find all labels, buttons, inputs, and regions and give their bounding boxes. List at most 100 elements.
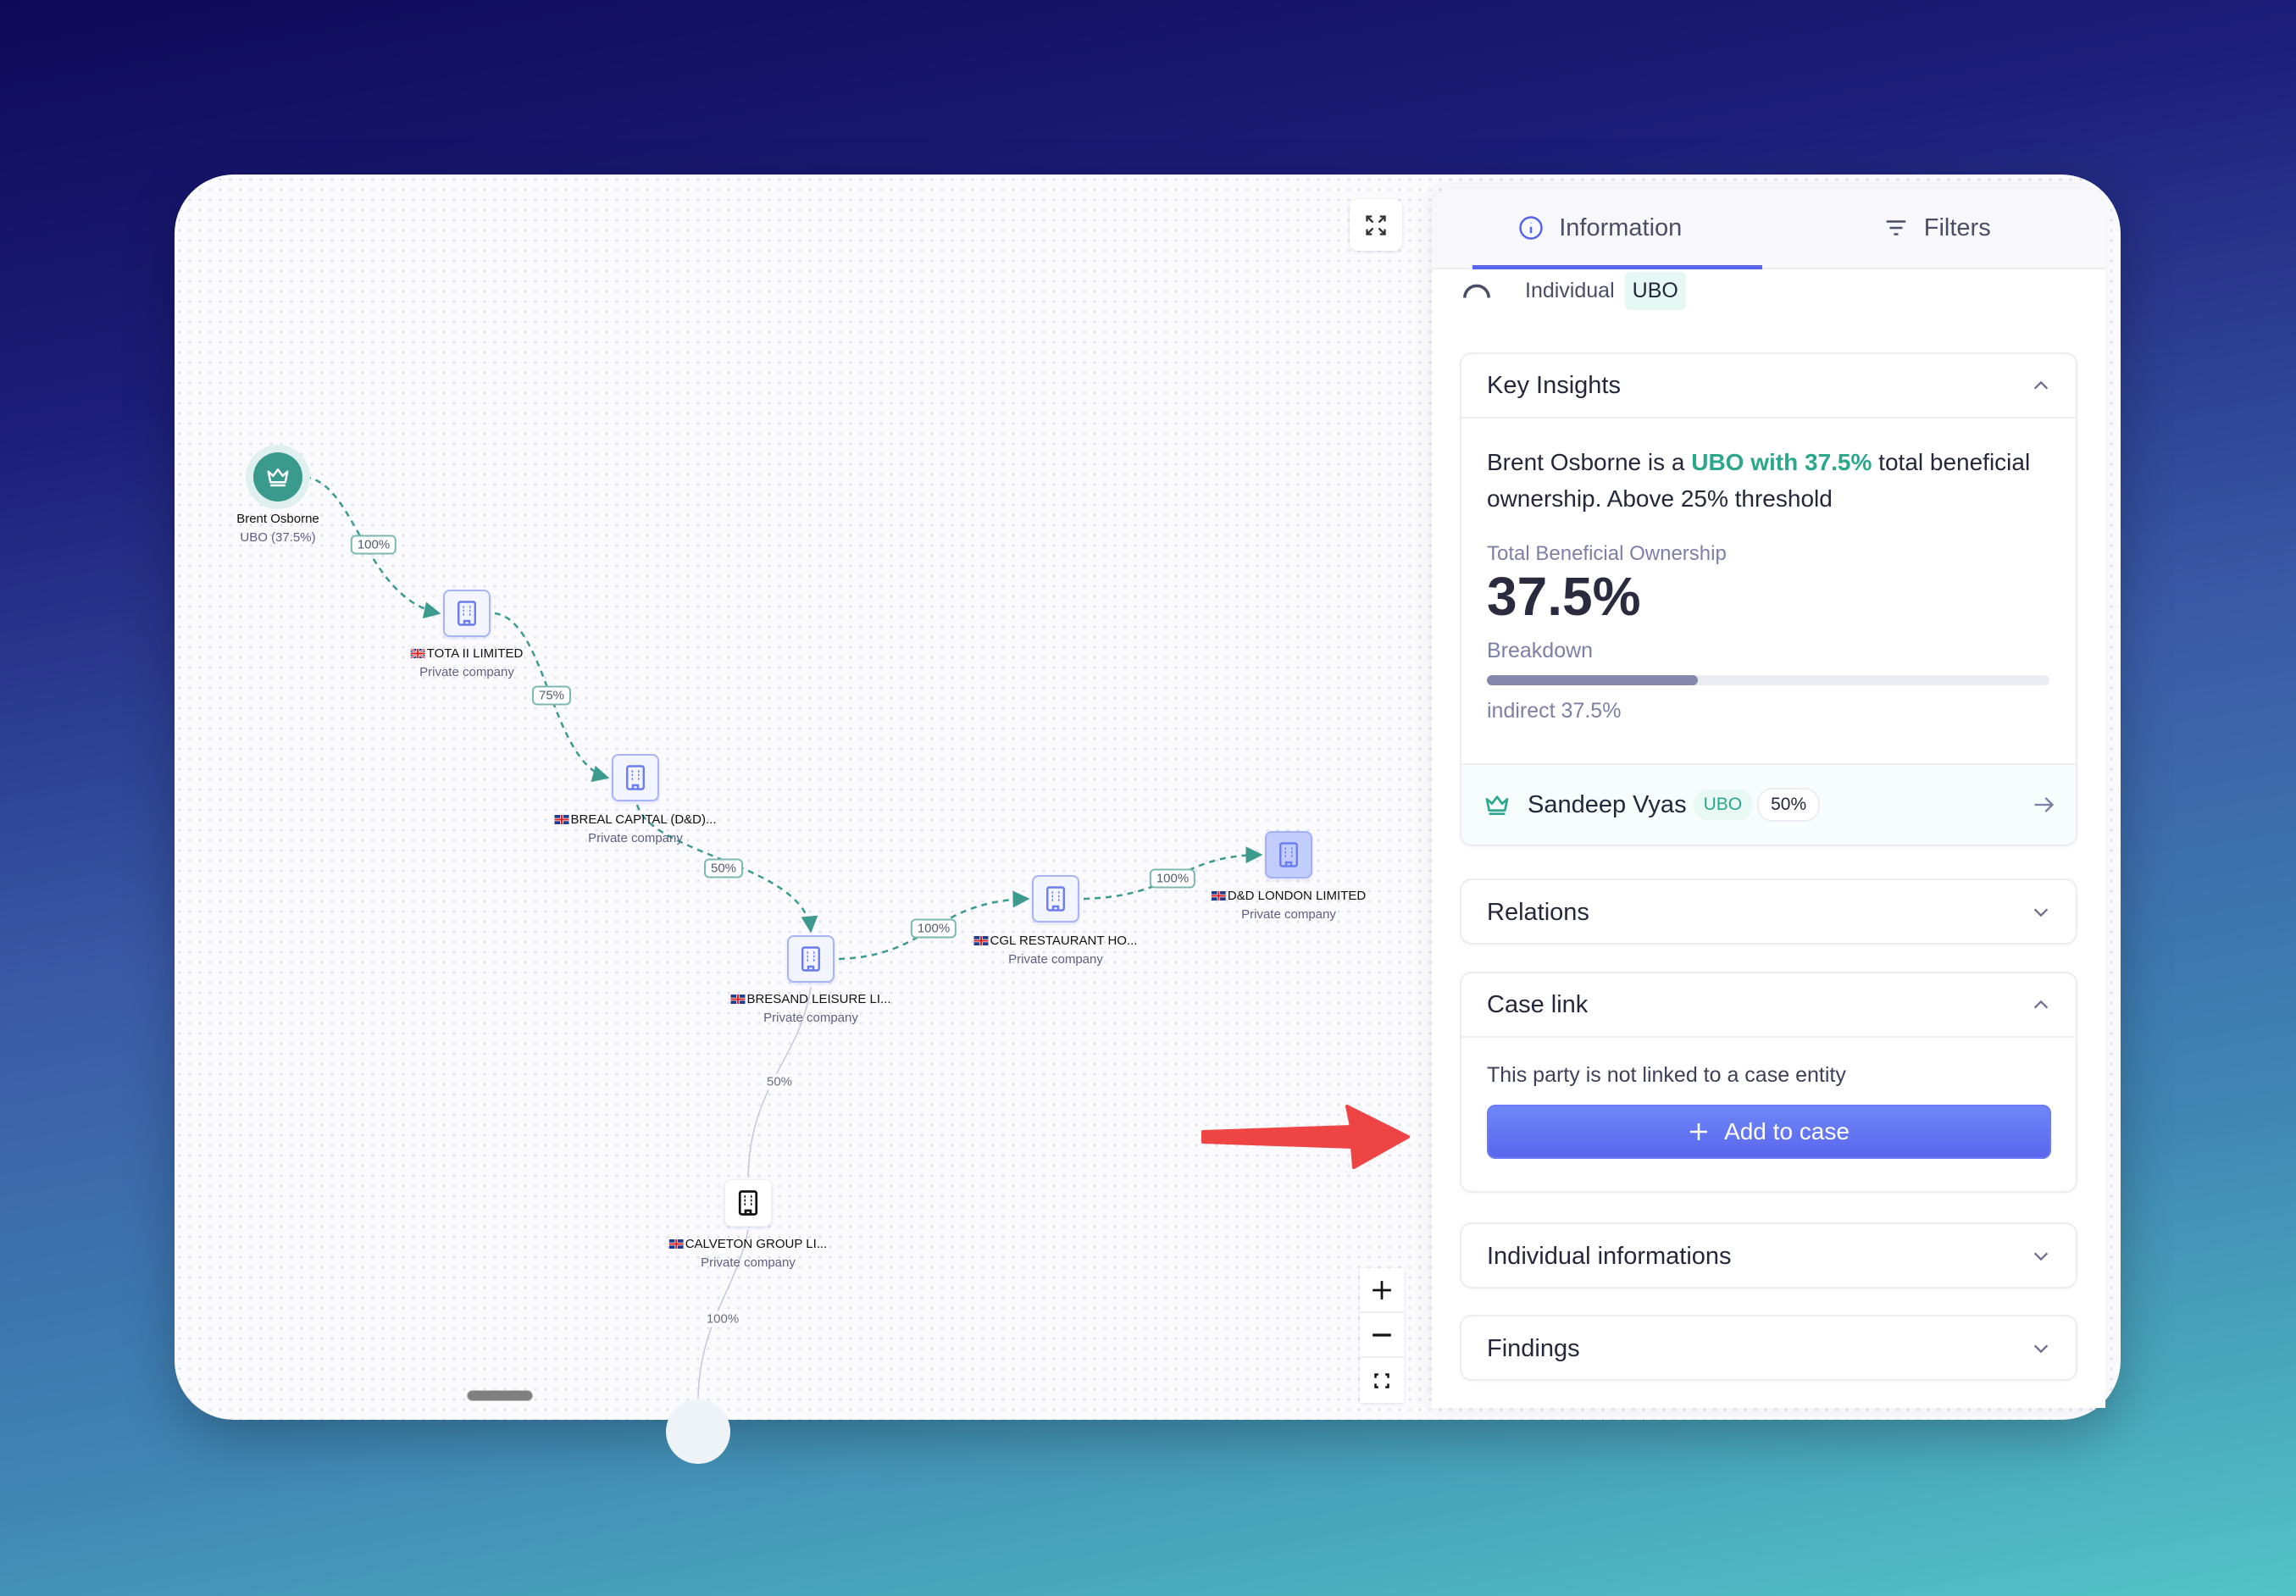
ubo-badge: UBO	[1624, 271, 1686, 310]
filter-icon	[1886, 220, 1906, 236]
edge-label: 75%	[531, 685, 572, 706]
relations-section[interactable]: Relations	[1460, 878, 2077, 945]
related-percent-badge: 50%	[1757, 788, 1821, 822]
building-icon	[738, 1190, 758, 1216]
node-calveton[interactable]	[724, 1179, 772, 1227]
node-cgl[interactable]	[1032, 875, 1079, 923]
zoom-controls	[1360, 1268, 1404, 1403]
section-title: Findings	[1487, 1334, 1580, 1362]
edge-label: 100%	[350, 535, 397, 555]
node-subtitle: Private company	[1241, 907, 1336, 922]
node-name: BREAL CAPITAL (D&D)...	[570, 812, 717, 827]
individual-informations-section[interactable]: Individual informations	[1460, 1222, 2077, 1288]
insight-text-part: total beneficial ownership. Above 25% th…	[1487, 449, 2031, 512]
node-subtitle: Private company	[701, 1255, 796, 1270]
tab-filters[interactable]: Filters	[1769, 188, 2106, 268]
fit-view-icon	[1374, 1372, 1389, 1388]
crown-icon	[1485, 795, 1509, 815]
chevron-down-icon	[2033, 908, 2049, 917]
node-name: D&D LONDON LIMITED	[1227, 889, 1367, 903]
horizontal-scrollbar[interactable]	[467, 1390, 533, 1401]
add-to-case-button[interactable]: Add to case	[1487, 1105, 2051, 1159]
building-icon	[1046, 886, 1065, 912]
arrow-right-icon[interactable]	[2032, 793, 2055, 817]
node-name: Brent Osborne	[236, 512, 319, 526]
node-name: BRESAND LEISURE LI...	[746, 992, 891, 1006]
fit-view-button[interactable]	[1360, 1358, 1404, 1403]
info-icon	[1519, 216, 1543, 240]
section-title: Individual informations	[1487, 1242, 1732, 1270]
node-label: CALVETON GROUP LI... Private company	[668, 1235, 828, 1272]
node-label: CGL RESTAURANT HO... Private company	[973, 932, 1138, 969]
node-breal[interactable]	[612, 754, 659, 801]
breakdown-bar-fill	[1487, 675, 1698, 685]
entity-header: Individual UBO	[1462, 269, 1686, 312]
related-ubo-badge: UBO	[1693, 790, 1753, 820]
tab-information[interactable]: Information	[1432, 188, 1769, 268]
building-icon	[801, 946, 820, 972]
node-subtitle: Private company	[763, 1011, 858, 1025]
entity-type: Individual	[1525, 278, 1615, 302]
tab-label: Information	[1559, 213, 1683, 241]
findings-section[interactable]: Findings	[1460, 1315, 2077, 1381]
node-dd-london[interactable]	[1265, 831, 1312, 878]
node-tota[interactable]	[443, 590, 491, 637]
edge-label: 100%	[910, 918, 957, 939]
node-subtitle: Private company	[419, 665, 514, 679]
related-ubo-row[interactable]: Sandeep Vyas UBO 50%	[1461, 763, 2076, 845]
node-name: CGL RESTAURANT HO...	[990, 934, 1138, 948]
chevron-down-icon	[2033, 1344, 2049, 1354]
key-insights-header[interactable]: Key Insights	[1461, 354, 2076, 418]
tab-label: Filters	[1923, 213, 1991, 241]
node-bresand[interactable]	[787, 935, 835, 983]
uk-flag-icon	[554, 815, 569, 824]
insight-highlight: UBO with 37.5%	[1691, 449, 1872, 475]
case-link-header[interactable]: Case link	[1461, 973, 2076, 1038]
node-subtitle: UBO (37.5%)	[240, 530, 316, 545]
uk-flag-icon	[1211, 891, 1226, 901]
info-panel: Information Filters Individual UBO Key I…	[1432, 188, 2105, 1408]
building-icon	[1279, 842, 1298, 867]
breakdown-label: Breakdown	[1487, 639, 1594, 662]
insight-text-part: Brent Osborne is a	[1487, 449, 1692, 475]
node-brent-osborne[interactable]	[246, 445, 310, 509]
section-title: Key Insights	[1487, 371, 1621, 399]
node-label: Brent Osborne UBO (37.5%)	[236, 510, 319, 547]
zoom-out-button[interactable]	[1360, 1313, 1404, 1358]
section-title: Case link	[1487, 990, 1589, 1018]
building-icon	[458, 601, 476, 626]
zoom-in-button[interactable]	[1360, 1268, 1404, 1313]
node-subtitle: Private company	[588, 831, 683, 845]
node-label: BRESAND LEISURE LI... Private company	[730, 990, 891, 1028]
expand-icon	[1366, 214, 1386, 236]
related-name: Sandeep Vyas	[1528, 790, 1687, 818]
edge-label: 100%	[1149, 868, 1196, 889]
node-label: BREAL CAPITAL (D&D)... Private company	[554, 811, 717, 848]
chevron-up-icon	[2033, 1000, 2049, 1009]
key-insights-section: Key Insights Brent Osborne is a UBO with…	[1460, 352, 2077, 846]
person-icon	[1463, 284, 1490, 298]
breakdown-caption: indirect 37.5%	[1487, 699, 1622, 723]
panel-tabs: Information Filters	[1432, 188, 2105, 269]
case-link-message: This party is not linked to a case entit…	[1487, 1063, 1846, 1087]
node-label: TOTA II LIMITED Private company	[410, 645, 523, 682]
minus-icon	[1373, 1333, 1391, 1337]
edge-label: 50%	[761, 1073, 798, 1090]
total-ownership-value: 37.5%	[1487, 566, 1641, 627]
plus-icon	[1690, 1123, 1708, 1140]
uk-flag-icon	[668, 1239, 684, 1249]
fullscreen-button[interactable]	[1350, 199, 1402, 251]
chevron-down-icon	[2033, 1252, 2049, 1261]
crown-icon	[253, 452, 302, 502]
total-ownership-label: Total Beneficial Ownership	[1487, 542, 1727, 565]
edge-label: 100%	[701, 1311, 745, 1327]
edge-label: 50%	[703, 858, 744, 878]
uk-flag-icon	[410, 649, 425, 658]
section-title: Relations	[1487, 898, 1589, 926]
insight-text: Brent Osborne is a UBO with 37.5% total …	[1487, 444, 2050, 517]
active-tab-indicator	[1472, 265, 1762, 269]
breakdown-bar	[1487, 675, 2049, 685]
chevron-up-icon	[2033, 380, 2049, 390]
node-name: CALVETON GROUP LI...	[685, 1237, 828, 1251]
uk-flag-icon	[973, 936, 989, 945]
